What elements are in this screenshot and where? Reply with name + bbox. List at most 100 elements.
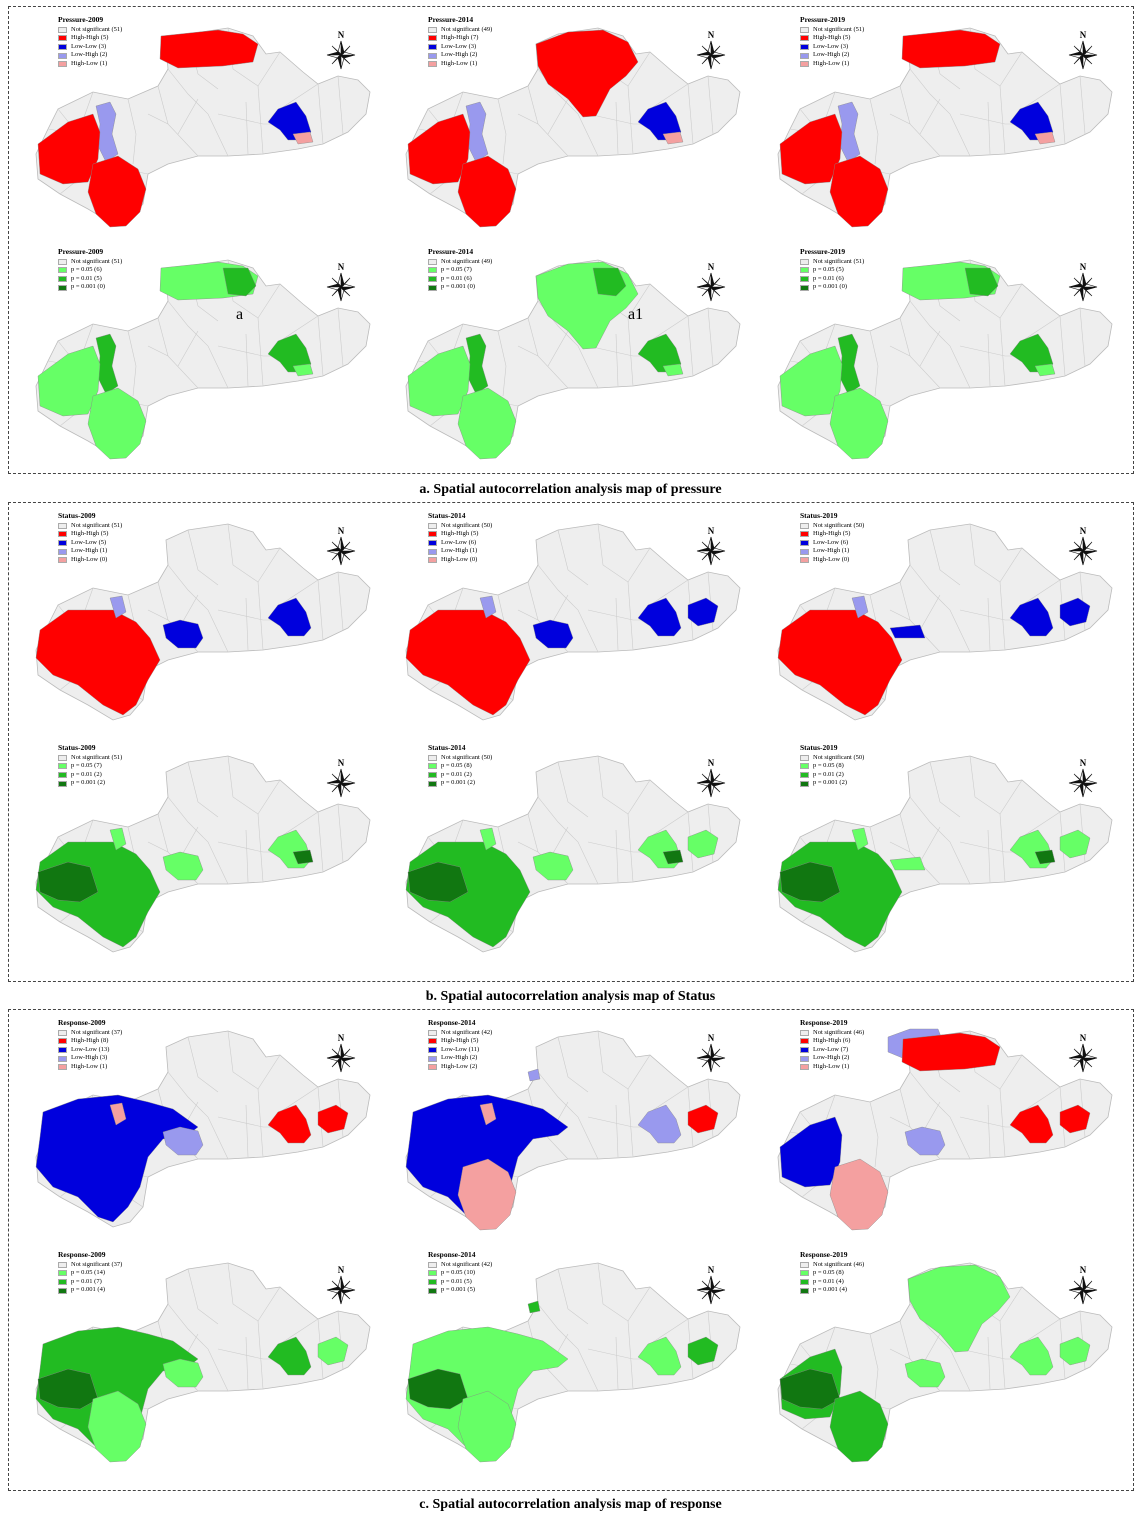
legend-label: High-High (6) xyxy=(813,1037,851,1045)
legend-label: Low-High (2) xyxy=(813,51,850,59)
legend-item: p = 0.01 (2) xyxy=(58,771,122,780)
legend-swatch xyxy=(800,35,809,42)
map-panel: Response-2019 Not significant (46) p = 0.0… xyxy=(760,1249,1130,1469)
county-boundary xyxy=(909,1071,971,1160)
cluster-region-westcorenorth xyxy=(479,1102,497,1126)
cluster-region-northbig xyxy=(907,1264,1011,1353)
legend-label: p = 0.01 (2) xyxy=(71,770,102,778)
county-boundary xyxy=(869,1101,879,1168)
region-map xyxy=(405,1262,741,1463)
north-arrow-icon: N xyxy=(1066,526,1100,570)
county-boundary xyxy=(615,333,619,387)
county-boundary xyxy=(557,529,589,586)
cluster-region-west xyxy=(407,345,471,417)
legend-item: p = 0.001 (2) xyxy=(58,779,122,788)
map-panel: Status-2009 Not significant (51) p = 0.05 … xyxy=(18,742,388,962)
legend-title: Status-2014 xyxy=(428,511,466,520)
county-boundary xyxy=(999,1088,1006,1158)
legend-item: p = 0.01 (5) xyxy=(428,1278,492,1287)
legend-label: Not significant (50) xyxy=(441,753,493,761)
cluster-region-east xyxy=(267,1104,312,1144)
county-boundary xyxy=(317,579,324,641)
map-legend: Response-2009 Not significant (37) High-Hi… xyxy=(58,1018,122,1072)
legend-item: Low-High (1) xyxy=(428,547,492,556)
cluster-region-east xyxy=(267,1336,312,1376)
north-arrow-icon: N xyxy=(1066,1033,1100,1077)
legend-label: p = 0.01 (6) xyxy=(813,274,844,282)
map-legend: Pressure-2009 Not significant (51) High-Hi… xyxy=(58,15,122,69)
legend-item: p = 0.001 (0) xyxy=(428,283,492,292)
legend-label: p = 0.01 (7) xyxy=(71,1277,102,1285)
legend-swatch xyxy=(428,1270,437,1277)
county-boundary xyxy=(909,68,971,157)
map-panel: Pressure-2014 Not significant (49) High-Hi… xyxy=(388,14,758,234)
legend-item: Low-High (2) xyxy=(428,1054,492,1063)
legend-item: High-Low (1) xyxy=(58,60,122,69)
cluster-region-central xyxy=(904,1126,946,1156)
legend-item: p = 0.01 (6) xyxy=(800,275,864,284)
compass-label: N xyxy=(1079,758,1087,768)
county-boundary xyxy=(279,579,319,606)
north-arrow-icon: N xyxy=(1066,30,1100,74)
cluster-region-farEast xyxy=(687,829,719,859)
legend-item: High-High (5) xyxy=(428,1037,492,1046)
legend-label: p = 0.001 (5) xyxy=(441,1286,475,1294)
legend-label: Low-High (1) xyxy=(71,547,108,555)
legend-item: Low-Low (3) xyxy=(58,43,122,52)
legend-swatch xyxy=(428,772,437,779)
legend-label: Low-Low (7) xyxy=(813,1045,849,1053)
legend-item: Not significant (51) xyxy=(58,522,122,531)
cluster-region-central xyxy=(162,1358,204,1388)
county-boundary xyxy=(649,83,689,110)
county-boundary xyxy=(869,98,879,165)
county-boundary xyxy=(1059,315,1066,377)
legend-label: High-Low (0) xyxy=(813,555,850,563)
legend-item: p = 0.001 (2) xyxy=(428,779,492,788)
county-boundary xyxy=(187,529,219,586)
legend-label: p = 0.01 (4) xyxy=(813,1277,844,1285)
compass-label: N xyxy=(707,262,715,272)
legend-swatch xyxy=(800,763,809,770)
county-boundary xyxy=(317,83,324,145)
legend-label: p = 0.001 (2) xyxy=(813,779,847,787)
legend-label: High-High (5) xyxy=(441,530,479,538)
north-arrow-icon: N xyxy=(1066,1265,1100,1309)
legend-swatch xyxy=(428,557,437,564)
legend-label: High-High (5) xyxy=(71,34,109,42)
legend-label: p = 0.01 (5) xyxy=(71,274,102,282)
legend-item: p = 0.001 (4) xyxy=(58,1286,122,1295)
county-boundary xyxy=(537,1303,599,1392)
legend-item: Not significant (51) xyxy=(58,258,122,267)
legend-label: High-Low (1) xyxy=(71,59,108,67)
legend-item: High-High (7) xyxy=(428,34,492,43)
cluster-region-westcorenorth xyxy=(479,595,497,619)
north-arrow-icon: N xyxy=(694,1033,728,1077)
county-boundary xyxy=(537,796,599,885)
legend-swatch xyxy=(800,1287,809,1294)
legend-swatch xyxy=(800,276,809,283)
county-boundary xyxy=(337,75,344,135)
county-boundary xyxy=(187,1268,219,1325)
section-response-frame xyxy=(8,1009,1134,1491)
cluster-region-eastspot xyxy=(292,131,314,145)
cluster-region-central xyxy=(162,619,204,649)
cluster-region-westdark xyxy=(407,861,469,903)
legend-swatch xyxy=(58,522,67,529)
legend-swatch xyxy=(800,1270,809,1277)
legend-swatch xyxy=(800,1038,809,1045)
legend-swatch xyxy=(428,52,437,59)
legend-item: Low-Low (3) xyxy=(428,43,492,52)
county-boundary xyxy=(687,315,694,377)
caption-response: c. Spatial autocorrelation analysis map … xyxy=(419,1497,722,1512)
cluster-region-east xyxy=(267,597,312,637)
legend-swatch xyxy=(800,540,809,547)
legend-swatch xyxy=(800,258,809,265)
cluster-region-eastspot xyxy=(1034,131,1056,145)
legend-swatch xyxy=(800,1055,809,1062)
county-boundary xyxy=(627,317,634,387)
legend-title: Status-2019 xyxy=(800,511,838,520)
cluster-region-sw xyxy=(829,1390,889,1463)
cluster-region-eastdark xyxy=(662,849,684,865)
cluster-region-westcorenorth xyxy=(109,1102,127,1126)
county-boundary xyxy=(157,85,169,125)
